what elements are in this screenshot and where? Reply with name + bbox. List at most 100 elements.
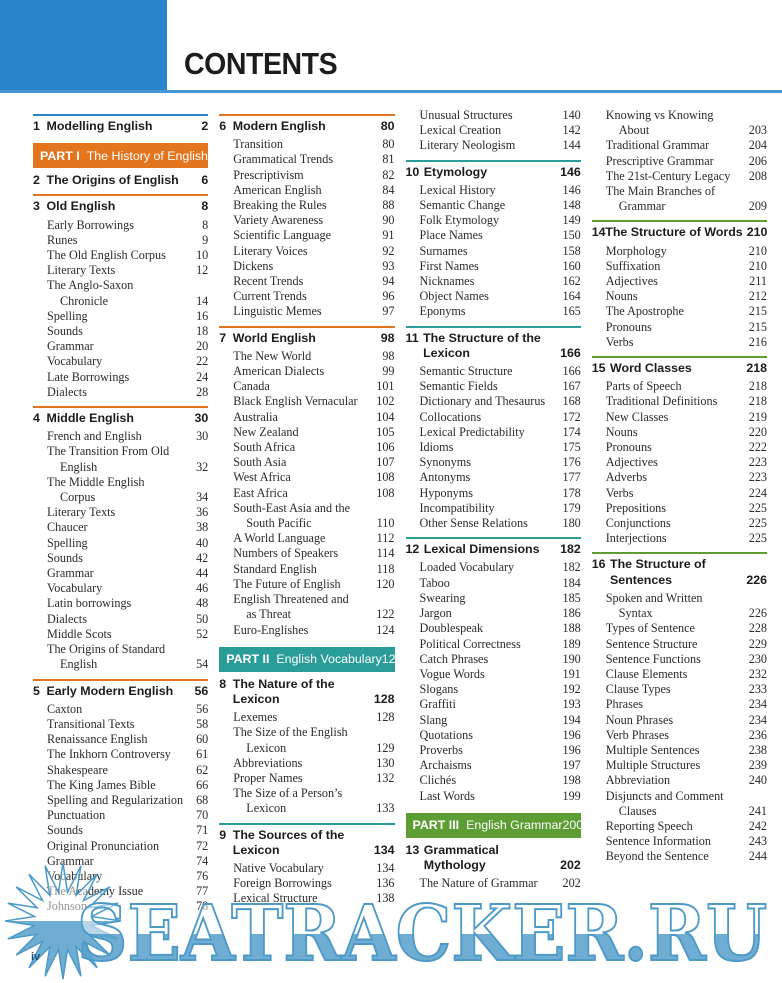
- toc-entry: Archaisms 197: [406, 758, 581, 773]
- toc-entry: Foreign Borrowings 136: [219, 876, 394, 891]
- chapter-title-line: Grammatical: [423, 842, 499, 857]
- entry-page-number: 179: [562, 500, 581, 515]
- entry-title-line: Unusual Structures: [419, 108, 513, 122]
- toc-entry: Prepositions 225: [592, 501, 767, 516]
- toc-entry: Knowing vs Knowing About 203: [592, 108, 767, 138]
- entry-page-number: 150: [562, 228, 581, 243]
- chapter-number: 1: [33, 119, 40, 133]
- entry-title-line: Jargon: [419, 606, 452, 621]
- entry-page-number: 164: [562, 289, 581, 304]
- toc-entry: Catch Phrases 190: [406, 652, 581, 667]
- entry-title-line: Sentence Structure: [605, 636, 698, 651]
- toc-entry: The Apostrophe 215: [592, 304, 767, 319]
- toc-entry: American Dialects 99: [219, 364, 394, 379]
- chapter-page-number: 98: [380, 330, 395, 345]
- toc-entry: Original Pronunciation 72: [33, 839, 208, 854]
- toc-column-1: 1 Modelling English 2 PART I The History of …: [33, 108, 215, 915]
- entry-title-line: The Inkhorn Controversy: [47, 747, 171, 762]
- toc-entry: Incompatibility 179: [406, 501, 581, 516]
- toc-columns: 1 Modelling English 2 PART I The History of …: [33, 108, 767, 915]
- toc-column-3: Unusual Structures 140 Lexical Creation 142…: [405, 108, 584, 891]
- toc-entry: Grammar 74: [33, 854, 208, 869]
- section-rule: [591, 220, 767, 223]
- entry-page-number: 122: [376, 607, 395, 622]
- chapter-title-line: Mythology: [423, 857, 486, 872]
- section-rule: [591, 356, 767, 359]
- entry-title-line: Semantic Structure: [419, 364, 513, 379]
- entry-page-number: 225: [748, 531, 767, 546]
- entry-title-line: Transition: [233, 137, 283, 152]
- toc-entry: Abbreviation 240: [592, 773, 767, 788]
- entry-title-line: Clichés: [419, 773, 457, 788]
- entry-title-line: Prepositions: [605, 500, 667, 515]
- entry-title-line: Australia: [233, 409, 278, 424]
- entry-page-number: 105: [376, 424, 395, 439]
- entry-title-line: Middle Scots: [47, 626, 112, 641]
- toc-entry: The Main Branches of Grammar 209: [592, 184, 767, 214]
- entry-title-line: South Asia: [233, 455, 287, 470]
- entry-page-number: 110: [376, 516, 395, 531]
- part-page-number: 200: [562, 818, 584, 833]
- chapter-page-number: 210: [746, 225, 768, 240]
- chapter-page-number: 6: [201, 173, 209, 188]
- part-banner: PART II English Vocabulary 126: [219, 646, 402, 672]
- entry-title-line: Traditional Grammar: [605, 138, 710, 153]
- toc-entry: Graffiti 193: [406, 697, 581, 712]
- entry-title-line: Slogans: [419, 682, 459, 697]
- chapter-page-number: 166: [560, 345, 581, 360]
- section-rule: [33, 678, 209, 681]
- toc-column-4: Knowing vs Knowing About 203 Traditional Gr…: [591, 108, 768, 865]
- entry-page-number: 96: [382, 289, 395, 304]
- entry-title-line: Dickens: [233, 258, 274, 273]
- toc-entry: Loaded Vocabulary 182: [406, 560, 581, 575]
- toc-entry: Morphology 210: [592, 244, 767, 259]
- entry-title-line: Clause Elements: [605, 666, 688, 681]
- entry-page-number: 193: [562, 697, 581, 712]
- entry-page-number: 182: [562, 560, 581, 575]
- toc-entry: Lexical Predictability 174: [406, 425, 581, 440]
- entry-page-number: 218: [748, 394, 767, 409]
- entry-title-line: Dialects: [47, 611, 87, 626]
- toc-entry: Noun Phrases 234: [592, 713, 767, 728]
- toc-entry: Vocabulary 76: [33, 869, 208, 884]
- part-page-number: 126: [381, 652, 403, 667]
- entry-title-line: Original Pronunciation: [47, 838, 160, 853]
- entry-page-number: 229: [748, 636, 767, 651]
- toc-entry: Variety Awareness 90: [219, 213, 394, 228]
- entry-title-line: as Threat: [246, 607, 292, 622]
- toc-entry: Sounds 71: [33, 823, 208, 838]
- entry-page-number: 160: [562, 258, 581, 273]
- entry-title-line: The Main Branches of: [605, 184, 716, 199]
- entry-title-line: Swearing: [419, 590, 466, 605]
- toc-entry: Quotations 196: [406, 728, 581, 743]
- entry-page-number: 70: [196, 808, 209, 823]
- entry-page-number: 189: [562, 636, 581, 651]
- toc-entry: Literary Texts 12: [33, 263, 208, 278]
- toc-entry: Verbs 216: [592, 335, 767, 350]
- entry-page-number: 232: [748, 666, 767, 681]
- entry-page-number: 99: [382, 364, 395, 379]
- entry-page-number: 32: [196, 459, 209, 474]
- entry-page-number: 66: [196, 777, 209, 792]
- entry-title-line: First Names: [419, 258, 479, 273]
- toc-entry: Numbers of Speakers 114: [219, 546, 394, 561]
- part-page-number: 4: [207, 148, 215, 163]
- entry-title-line: Sounds: [47, 550, 83, 565]
- entry-page-number: 48: [196, 596, 209, 611]
- part-title: English Vocabulary: [276, 652, 382, 667]
- chapter-title-line: Lexicon: [232, 842, 280, 857]
- toc-entry: The Size of a Person’s Lexicon 133: [219, 786, 394, 816]
- entry-page-number: 24: [196, 369, 209, 384]
- entry-page-number: 16: [196, 308, 209, 323]
- entry-page-number: 58: [196, 716, 209, 731]
- entry-title-line: The Nature of Grammar: [419, 876, 538, 891]
- toc-entry: The Origins of Standard English 54: [33, 642, 208, 672]
- entry-page-number: 223: [748, 455, 767, 470]
- toc-entry: The Academy Issue 77: [33, 884, 208, 899]
- section-rule: [33, 406, 209, 409]
- toc-entry: Semantic Structure 166: [406, 364, 581, 379]
- entry-title-line: A World Language: [233, 531, 326, 546]
- toc-entry: The Nature of Grammar 202: [406, 876, 581, 891]
- toc-entry: Grammar 44: [33, 566, 208, 581]
- toc-entry: Last Words 199: [406, 789, 581, 804]
